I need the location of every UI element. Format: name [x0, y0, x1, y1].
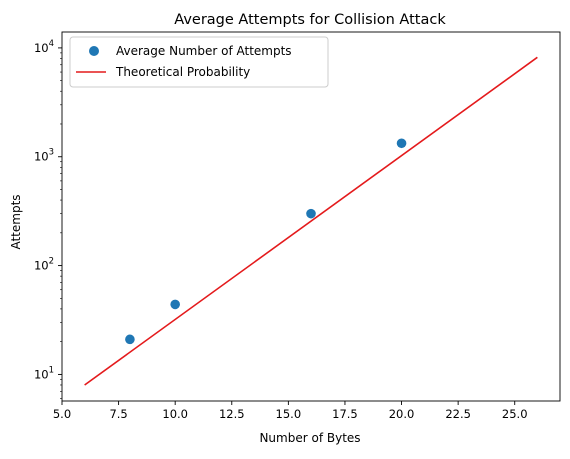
legend: Average Number of Attempts Theoretical P…	[70, 37, 328, 87]
x-tick-label: 12.5	[219, 407, 245, 421]
plot-layer	[85, 57, 538, 385]
scatter-point	[125, 335, 135, 345]
y-tick-label: 102	[34, 257, 54, 273]
legend-marker-scatter	[89, 46, 99, 56]
x-tick-label: 7.5	[109, 407, 127, 421]
x-tick-label: 5.0	[53, 407, 71, 421]
x-axis-label: Number of Bytes	[259, 431, 360, 445]
axes-layer: 5.0 7.5 10.0 12.5 15.0 17.5 20.0 22.5 25.0 101 102…	[34, 32, 560, 421]
y-tick-label: 103	[34, 148, 54, 164]
x-tick-label: 10.0	[162, 407, 188, 421]
y-tick-label: 101	[34, 365, 54, 381]
scatter-point	[306, 209, 316, 219]
scatter-point	[397, 138, 407, 148]
x-tick-label: 17.5	[332, 407, 358, 421]
y-tick-label: 104	[34, 39, 54, 55]
x-tick-label: 25.0	[502, 407, 528, 421]
x-tick-label: 15.0	[276, 407, 302, 421]
series-line-theoretical	[85, 57, 538, 385]
legend-label-line: Theoretical Probability	[115, 65, 250, 79]
chart-title: Average Attempts for Collision Attack	[174, 12, 446, 28]
y-axis-label: Attempts	[9, 194, 23, 249]
x-tick-label: 22.5	[445, 407, 471, 421]
scatter-point	[170, 300, 180, 310]
x-tick-label: 20.0	[389, 407, 415, 421]
legend-label-scatter: Average Number of Attempts	[116, 44, 292, 58]
